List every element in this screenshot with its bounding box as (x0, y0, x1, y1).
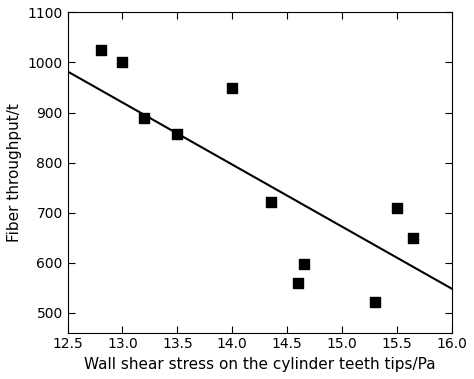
Point (173, 130, 181, 136)
Point (228, 85, 236, 91)
Point (300, 261, 307, 267)
Point (267, 199, 274, 205)
Point (97, 47, 104, 53)
Point (118, 60, 126, 66)
Y-axis label: Fiber throughput/t: Fiber throughput/t (7, 103, 22, 242)
Point (371, 299, 379, 305)
X-axis label: Wall shear stress on the cylinder teeth tips/Pa: Wall shear stress on the cylinder teeth … (84, 357, 436, 372)
Point (141, 114, 148, 121)
Point (393, 205, 401, 211)
Point (410, 235, 417, 241)
Point (294, 280, 302, 286)
